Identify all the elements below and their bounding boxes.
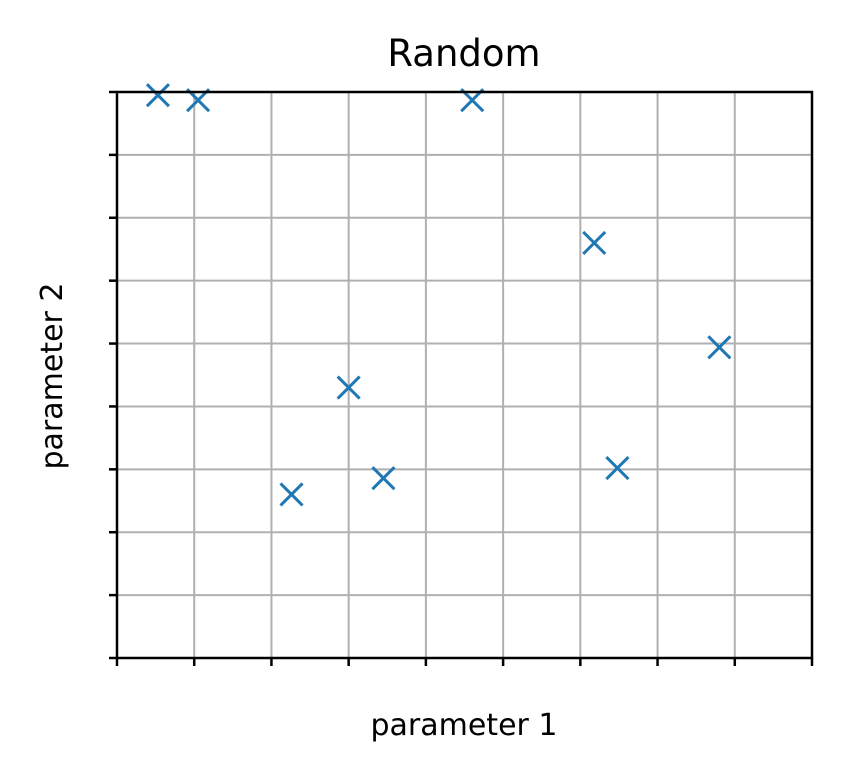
data-point-marker xyxy=(371,466,396,491)
y-axis-label: parameter 2 xyxy=(35,282,70,469)
data-point-marker xyxy=(707,335,732,360)
data-points xyxy=(145,83,732,507)
x-axis-label: parameter 1 xyxy=(370,708,557,743)
chart-title: Random xyxy=(387,32,540,75)
plot-frame xyxy=(115,90,814,660)
data-point-marker xyxy=(145,83,170,108)
grid xyxy=(116,91,813,659)
data-point-marker xyxy=(605,456,630,481)
data-point-marker xyxy=(336,375,361,400)
data-point-marker xyxy=(279,482,304,507)
axis-ticks xyxy=(109,90,814,666)
data-point-marker xyxy=(582,230,607,255)
